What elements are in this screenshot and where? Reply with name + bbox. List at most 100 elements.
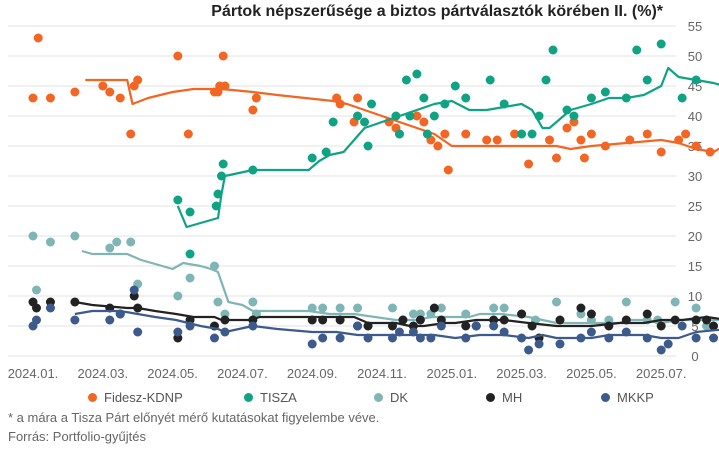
data-point [576,303,586,313]
data-point [524,159,534,169]
data-point [440,129,450,139]
data-point [251,93,261,103]
series-dk [28,231,719,331]
data-point [45,303,55,313]
data-point [115,93,125,103]
data-point [353,111,363,121]
data-point [579,153,589,163]
x-axis-ticks: 2024.01. 2024.03. 2024.05. 2024.07. 2024.09.… [8,366,687,381]
data-point [307,339,317,349]
data-point [524,345,534,355]
data-point [33,33,43,43]
data-point [663,339,673,349]
data-point [173,195,183,205]
legend-marker [486,393,495,402]
data-point [412,111,422,121]
data-point [450,81,460,91]
data-point [642,309,652,319]
data-point [489,321,499,331]
data-point [586,309,596,319]
data-point [360,117,370,127]
data-point [586,327,596,337]
data-point [45,93,55,103]
legend-marker [88,393,97,402]
data-point [213,297,223,307]
data-point [482,135,492,145]
data-point [555,315,565,325]
data-point [70,87,80,97]
data-point [353,303,363,313]
data-point [552,153,561,163]
y-tick-label: 20 [688,229,702,244]
data-point [112,237,122,247]
data-point [541,75,551,85]
data-point [412,69,422,79]
data-point [656,345,666,355]
data-point [552,297,561,307]
data-point [534,339,544,349]
x-tick-label: 2024.01. [8,366,59,381]
data-point [401,75,411,85]
data-point [398,315,408,325]
data-point [209,261,219,271]
data-point [569,111,579,121]
data-point [367,99,377,109]
data-point [387,303,397,313]
data-point [429,303,439,313]
y-tick-label: 10 [688,289,702,304]
data-point [28,93,38,103]
data-point [443,165,453,175]
data-point [394,129,404,139]
data-point [105,315,115,325]
grid-lines [8,25,676,357]
x-tick-label: 2024.05. [147,366,198,381]
x-tick-label: 2025.01. [426,366,477,381]
data-point [185,249,195,259]
legend-item: MH [486,390,522,405]
legend-label: TISZA [260,390,297,405]
x-tick-label: 2024.03. [77,366,128,381]
legend-label: MKKP [617,390,654,405]
data-point [510,129,520,139]
data-point [28,231,38,241]
legend-label: MH [502,390,523,405]
data-point [70,315,80,325]
data-point [642,129,652,139]
legend-item: MKKP [601,390,654,405]
data-point [321,147,331,157]
data-point [562,123,572,133]
data-point [436,321,446,331]
data-point [105,87,115,97]
data-point [461,321,471,331]
data-point [586,93,596,103]
x-tick-label: 2025.05. [566,366,617,381]
data-point [677,93,687,103]
data-point [335,303,345,313]
data-point [129,285,139,295]
x-tick-label: 2025.07. [636,366,687,381]
data-point [576,135,586,145]
data-point [133,75,143,85]
data-point [31,303,41,313]
data-point [548,45,558,55]
legend-marker [244,393,253,402]
data-point [642,75,652,85]
data-point [126,129,136,139]
data-point [656,321,666,331]
data-point [408,309,418,319]
data-point [681,129,691,139]
data-point [632,45,642,55]
data-point [499,303,509,313]
data-point [31,285,41,295]
legend-item: TISZA [244,390,297,405]
data-point [318,303,328,313]
data-point [209,333,219,343]
data-point [419,93,429,103]
data-point [555,339,565,349]
data-point [173,51,183,61]
data-point [353,321,363,331]
legend-label: Fidesz-KDNP [104,390,183,405]
legend-label: DK [390,390,409,405]
y-tick-label: 30 [688,169,702,184]
data-point [328,117,338,127]
